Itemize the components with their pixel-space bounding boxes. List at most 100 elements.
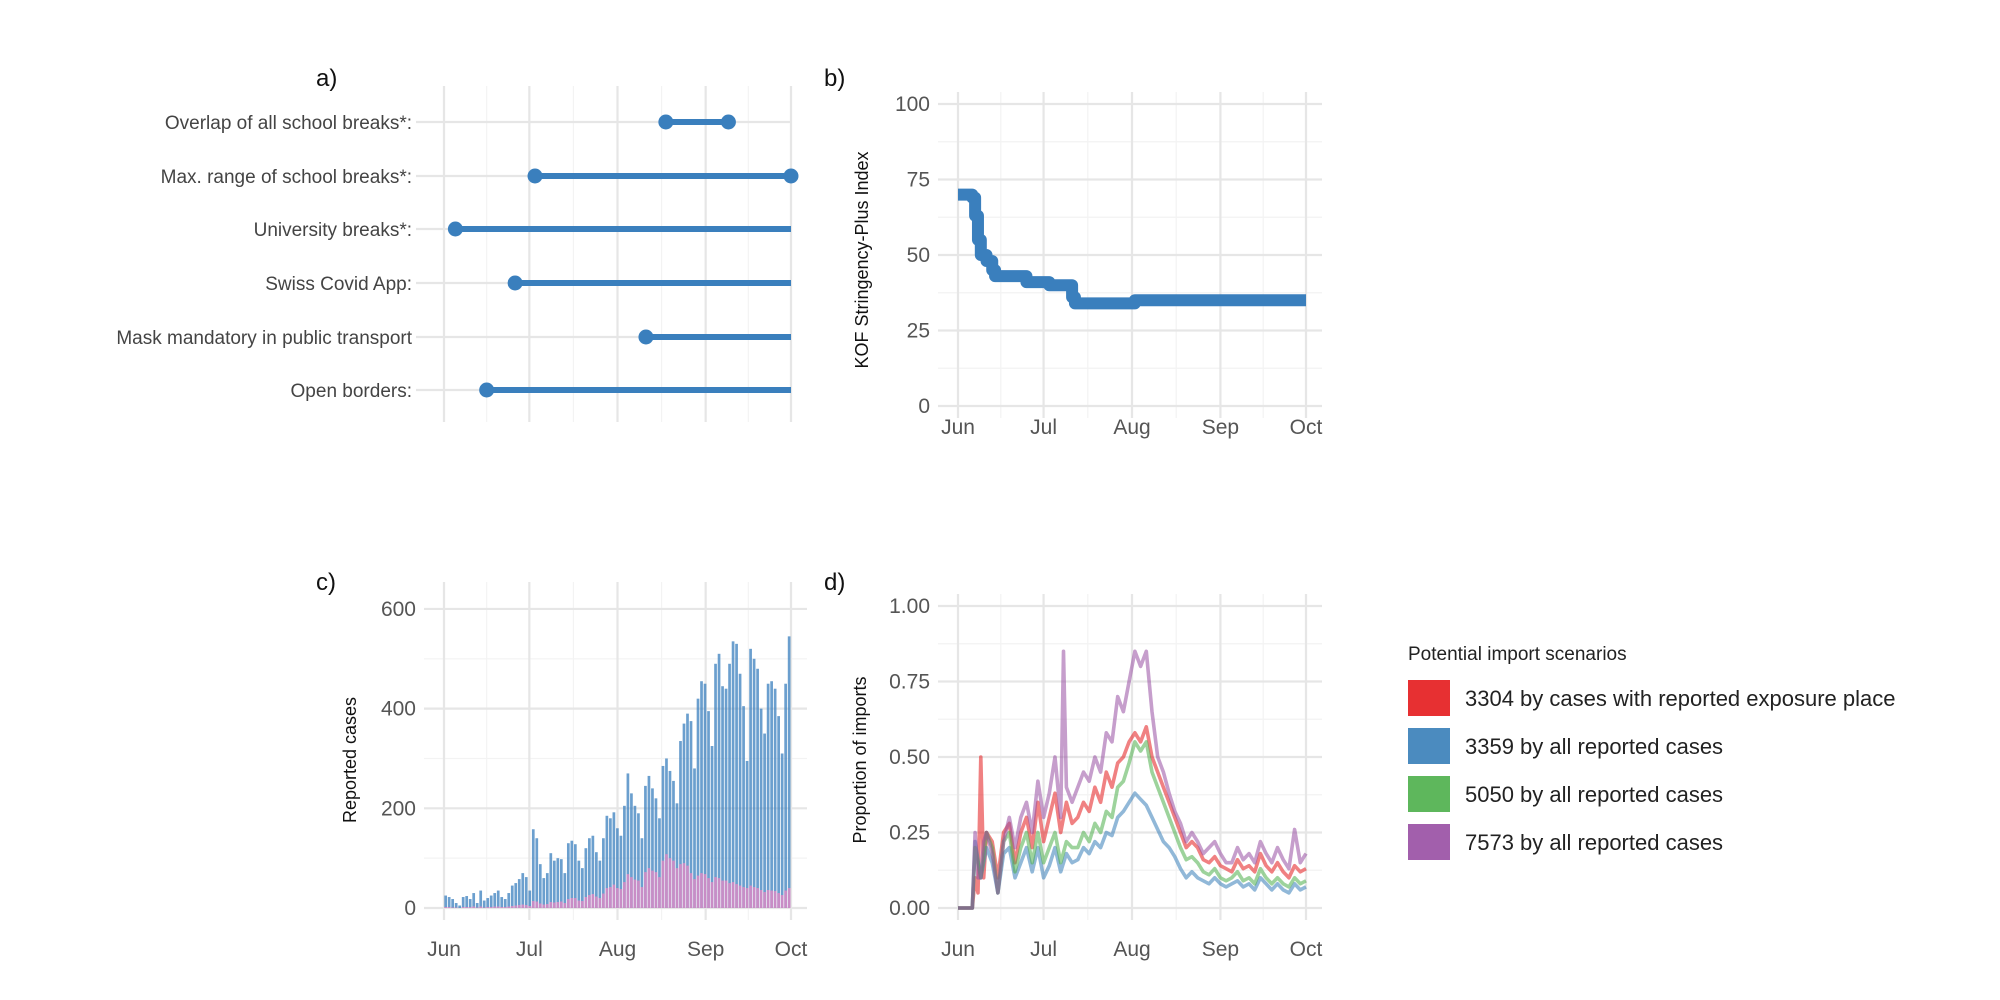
- panel-c-total-bar: [665, 758, 668, 908]
- panel-c-import-bar: [696, 875, 700, 908]
- panel-c-import-bar: [728, 883, 731, 908]
- x-tick-label: Oct: [775, 938, 808, 961]
- panel-c-import-bar: [738, 885, 742, 908]
- legend-swatch: [1408, 680, 1450, 716]
- panel-c-total-bar: [479, 890, 483, 908]
- y-tick-label: 25: [907, 320, 930, 343]
- x-tick-label: Aug: [599, 938, 636, 961]
- panel-c-total-bar: [637, 813, 640, 908]
- panel-c-import-bar: [623, 882, 626, 908]
- panel-c-total-bar: [738, 673, 742, 908]
- panel-c-ylabel: Reported cases: [340, 697, 360, 823]
- panel-c-import-bar: [468, 907, 472, 908]
- panel-b-grid: 0 25 50 75 100 Jun Jul Aug Sep Oct: [895, 92, 1322, 439]
- panel-d-label: d): [824, 569, 845, 596]
- panel-c-import-bar: [510, 906, 514, 908]
- panel-c-import-bar: [580, 901, 584, 908]
- panel-a-end-point: [720, 114, 736, 130]
- panel-c-total-bar: [735, 643, 738, 908]
- panel-c-total-bar: [468, 899, 472, 908]
- panel-c-total-bar: [633, 805, 637, 908]
- panel-c-total-bar: [545, 873, 549, 908]
- panel-a-start-point: [527, 168, 543, 184]
- x-tick-label: Jul: [1030, 938, 1057, 961]
- panel-c-total-bar: [580, 868, 584, 908]
- x-tick-label: Oct: [1290, 938, 1323, 961]
- legend-item-label: 7573 by all reported cases: [1465, 830, 1723, 855]
- panel-c-total-bar: [640, 838, 644, 908]
- panel-c-import-bar: [749, 885, 752, 908]
- panel-c-total-bar: [566, 843, 570, 908]
- panel-c-total-bar: [724, 688, 728, 908]
- panel-b-marks: [958, 188, 1306, 310]
- panel-c-import-bar: [661, 860, 665, 908]
- panel-c-import-bar: [573, 898, 577, 908]
- panel-c-import-bar: [584, 897, 588, 908]
- panel-c-import-bar: [605, 888, 609, 908]
- panel-c-import-bar: [745, 888, 749, 908]
- panel-d-grid: 0.00 0.25 0.50 0.75 1.00 Jun Jul Aug Sep Oct: [889, 594, 1322, 961]
- legend: Potential import scenarios 3304 by cases…: [1408, 644, 1895, 860]
- panel-c-import-bar: [545, 904, 549, 908]
- x-tick-label: Aug: [1113, 938, 1150, 961]
- x-tick-label: Sep: [687, 938, 724, 961]
- panel-d-series-line-2: [958, 740, 1307, 910]
- panel-c-import-bar: [644, 872, 647, 908]
- panel-c-total-bar: [693, 768, 696, 908]
- panel-c-total-bar: [668, 770, 672, 908]
- panel-c-import-bar: [549, 902, 553, 908]
- panel-c-total-bar: [717, 653, 721, 908]
- panel-c-total-bar: [542, 878, 546, 908]
- panel-a-marks: [447, 114, 799, 398]
- panel-c-total-bar: [647, 775, 651, 908]
- legend-item-label: 3359 by all reported cases: [1465, 734, 1723, 759]
- panel-c-import-bar: [461, 907, 465, 908]
- x-tick-label: Jul: [1030, 416, 1057, 439]
- panel-c-total-bar: [612, 812, 616, 908]
- panel-d-marks: [958, 649, 1308, 910]
- panel-c-import-bar: [679, 864, 682, 908]
- panel-c-total-bar: [573, 844, 577, 908]
- panel-c-import-bar: [591, 894, 595, 908]
- panel-c-total-bar: [489, 895, 493, 908]
- y-tick-label: 50: [907, 244, 930, 267]
- panel-c-total-bar: [672, 780, 675, 908]
- panel-c-import-bar: [787, 888, 791, 908]
- panel-c-total-bar: [451, 899, 455, 908]
- panel-a-category-label: Max. range of school breaks*:: [161, 167, 412, 188]
- panel-b-ylabel: KOF Stringency-Plus Index: [852, 151, 872, 368]
- x-tick-label: Jul: [516, 938, 543, 961]
- panel-c-total-bar: [556, 858, 560, 908]
- panel-b-stringency: b) KOF Stringency-Plus Index 0 25 50 75 100 J…: [824, 65, 1322, 439]
- panel-c-total-bar: [742, 706, 745, 908]
- x-tick-label: Sep: [1202, 938, 1239, 961]
- panel-c-total-bar: [461, 897, 465, 908]
- panel-c-import-bar: [514, 905, 518, 908]
- panel-c-total-bar: [787, 636, 791, 908]
- panel-c-total-bar: [563, 873, 567, 908]
- y-tick-label: 100: [895, 93, 930, 116]
- panel-c-import-bar: [689, 873, 693, 908]
- panel-c-total-bar: [521, 873, 525, 908]
- panel-c-total-bar: [514, 883, 518, 908]
- panel-c-total-bar: [654, 798, 658, 908]
- panel-c-total-bar: [486, 898, 490, 908]
- panel-c-total-bar: [756, 668, 759, 908]
- panel-c-total-bar: [731, 641, 735, 908]
- panel-c-import-bar: [609, 887, 612, 908]
- panel-a-end-point: [783, 168, 799, 184]
- panel-c-total-bar: [703, 683, 707, 908]
- panel-c-total-bar: [535, 838, 539, 908]
- panel-c-import-bar: [472, 906, 476, 908]
- panel-c-total-bar: [763, 733, 766, 908]
- panel-b-label: b): [824, 65, 845, 92]
- panel-a-category-label: Mask mandatory in public transport: [116, 328, 412, 349]
- panel-c-import-bar: [493, 906, 497, 908]
- panel-c-import-bar: [556, 902, 560, 908]
- panel-c-import-bar: [535, 901, 539, 908]
- panel-c-import-bar: [570, 898, 574, 908]
- panel-c-total-bar: [595, 852, 598, 908]
- panel-c-total-bar: [591, 835, 595, 908]
- panel-c-import-bar: [538, 903, 542, 908]
- panel-d-imports: d) Proportion of imports 0.00 0.25 0.50 0.7…: [824, 569, 1322, 961]
